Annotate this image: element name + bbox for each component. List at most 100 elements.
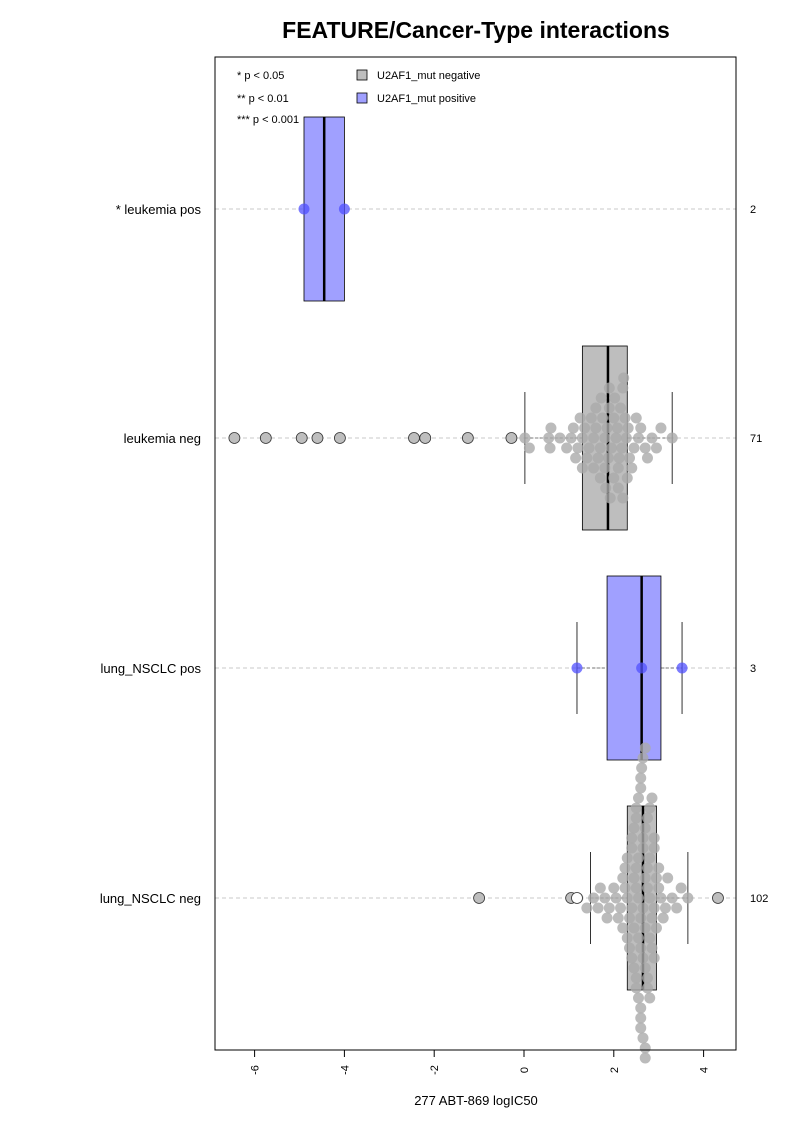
category-label: lung_NSCLC neg	[100, 891, 201, 906]
data-point	[619, 882, 631, 894]
data-point	[648, 902, 660, 914]
data-point	[588, 432, 600, 444]
data-point	[632, 892, 644, 904]
data-point	[655, 892, 667, 904]
category-guides	[215, 208, 736, 899]
legend-swatch-negative	[356, 69, 368, 81]
data-point	[576, 462, 588, 474]
data-point	[628, 922, 640, 934]
data-point	[632, 932, 644, 944]
data-point	[610, 892, 622, 904]
data-point	[579, 422, 591, 434]
data-point	[590, 402, 602, 414]
data-point	[600, 482, 612, 494]
data-point	[630, 882, 642, 894]
data-point	[644, 852, 656, 864]
data-point	[626, 952, 638, 964]
outlier-point	[505, 432, 518, 444]
data-point	[570, 452, 582, 464]
data-point	[594, 472, 606, 484]
data-point	[639, 822, 651, 834]
data-point	[648, 832, 660, 844]
data-point	[682, 892, 694, 904]
data-point	[632, 792, 644, 804]
data-point	[630, 862, 642, 874]
data-point	[543, 432, 555, 444]
data-point	[626, 902, 638, 914]
data-point	[659, 902, 671, 914]
data-point	[621, 852, 633, 864]
outlier-point	[259, 432, 272, 444]
data-point	[592, 902, 604, 914]
x-tick-label: -2	[429, 1065, 441, 1075]
data-point	[612, 482, 624, 494]
data-point	[618, 372, 630, 384]
data-point	[554, 432, 566, 444]
data-point	[630, 812, 642, 824]
x-axis: -6 -4 -2 0 2 4	[250, 1049, 711, 1075]
legend-significance-2: ** p < 0.01	[237, 93, 289, 105]
data-point	[571, 662, 583, 674]
data-point	[624, 912, 636, 924]
data-point	[662, 872, 674, 884]
data-point	[617, 382, 629, 394]
data-point	[637, 952, 649, 964]
data-point	[628, 872, 640, 884]
data-point	[635, 1022, 647, 1034]
data-point	[637, 832, 649, 844]
data-point	[616, 442, 628, 454]
data-point	[653, 882, 665, 894]
data-point	[608, 882, 620, 894]
data-point	[581, 902, 593, 914]
category-labels: * leukemia pos leukemia neg lung_NSCLC pos…	[100, 202, 202, 906]
boxplots	[303, 116, 689, 991]
data-point	[617, 492, 629, 504]
data-point	[641, 812, 653, 824]
data-point	[606, 442, 618, 454]
data-point	[635, 772, 647, 784]
data-point	[671, 902, 683, 914]
data-point	[619, 862, 631, 874]
data-point	[646, 912, 658, 924]
data-point	[585, 412, 597, 424]
data-point	[561, 442, 573, 454]
data-point	[603, 402, 615, 414]
data-point	[635, 912, 647, 924]
data-point	[611, 422, 623, 434]
data-point	[637, 842, 649, 854]
data-point	[617, 872, 629, 884]
data-point	[597, 412, 609, 424]
data-point	[639, 922, 651, 934]
data-point	[626, 462, 638, 474]
x-tick-label: 0	[519, 1067, 531, 1073]
data-point	[613, 452, 625, 464]
legend: * p < 0.05 ** p < 0.01 *** p < 0.001 U2A…	[237, 69, 480, 126]
data-point	[523, 442, 535, 454]
count-label: 3	[750, 663, 756, 675]
data-point	[635, 942, 647, 954]
data-point	[608, 472, 620, 484]
data-point	[644, 932, 656, 944]
category-label: lung_NSCLC pos	[101, 661, 202, 676]
legend-significance-1: * p < 0.05	[237, 70, 284, 82]
data-point	[626, 842, 638, 854]
data-point	[567, 422, 579, 434]
data-point	[635, 782, 647, 794]
data-points	[228, 203, 724, 1064]
category-label: leukemia neg	[124, 431, 201, 446]
data-point	[637, 902, 649, 914]
x-tick-label: -4	[339, 1065, 351, 1075]
x-axis-label: 277 ABT-869 logIC50	[414, 1093, 538, 1108]
data-point	[615, 402, 627, 414]
data-point	[636, 662, 648, 674]
data-point	[595, 392, 607, 404]
box-rect	[606, 575, 662, 761]
data-point	[581, 452, 593, 464]
data-point	[583, 442, 595, 454]
data-point	[641, 862, 653, 874]
data-point	[666, 432, 678, 444]
data-point	[338, 203, 350, 215]
data-point	[676, 662, 688, 674]
data-point	[626, 832, 638, 844]
data-point	[621, 892, 633, 904]
